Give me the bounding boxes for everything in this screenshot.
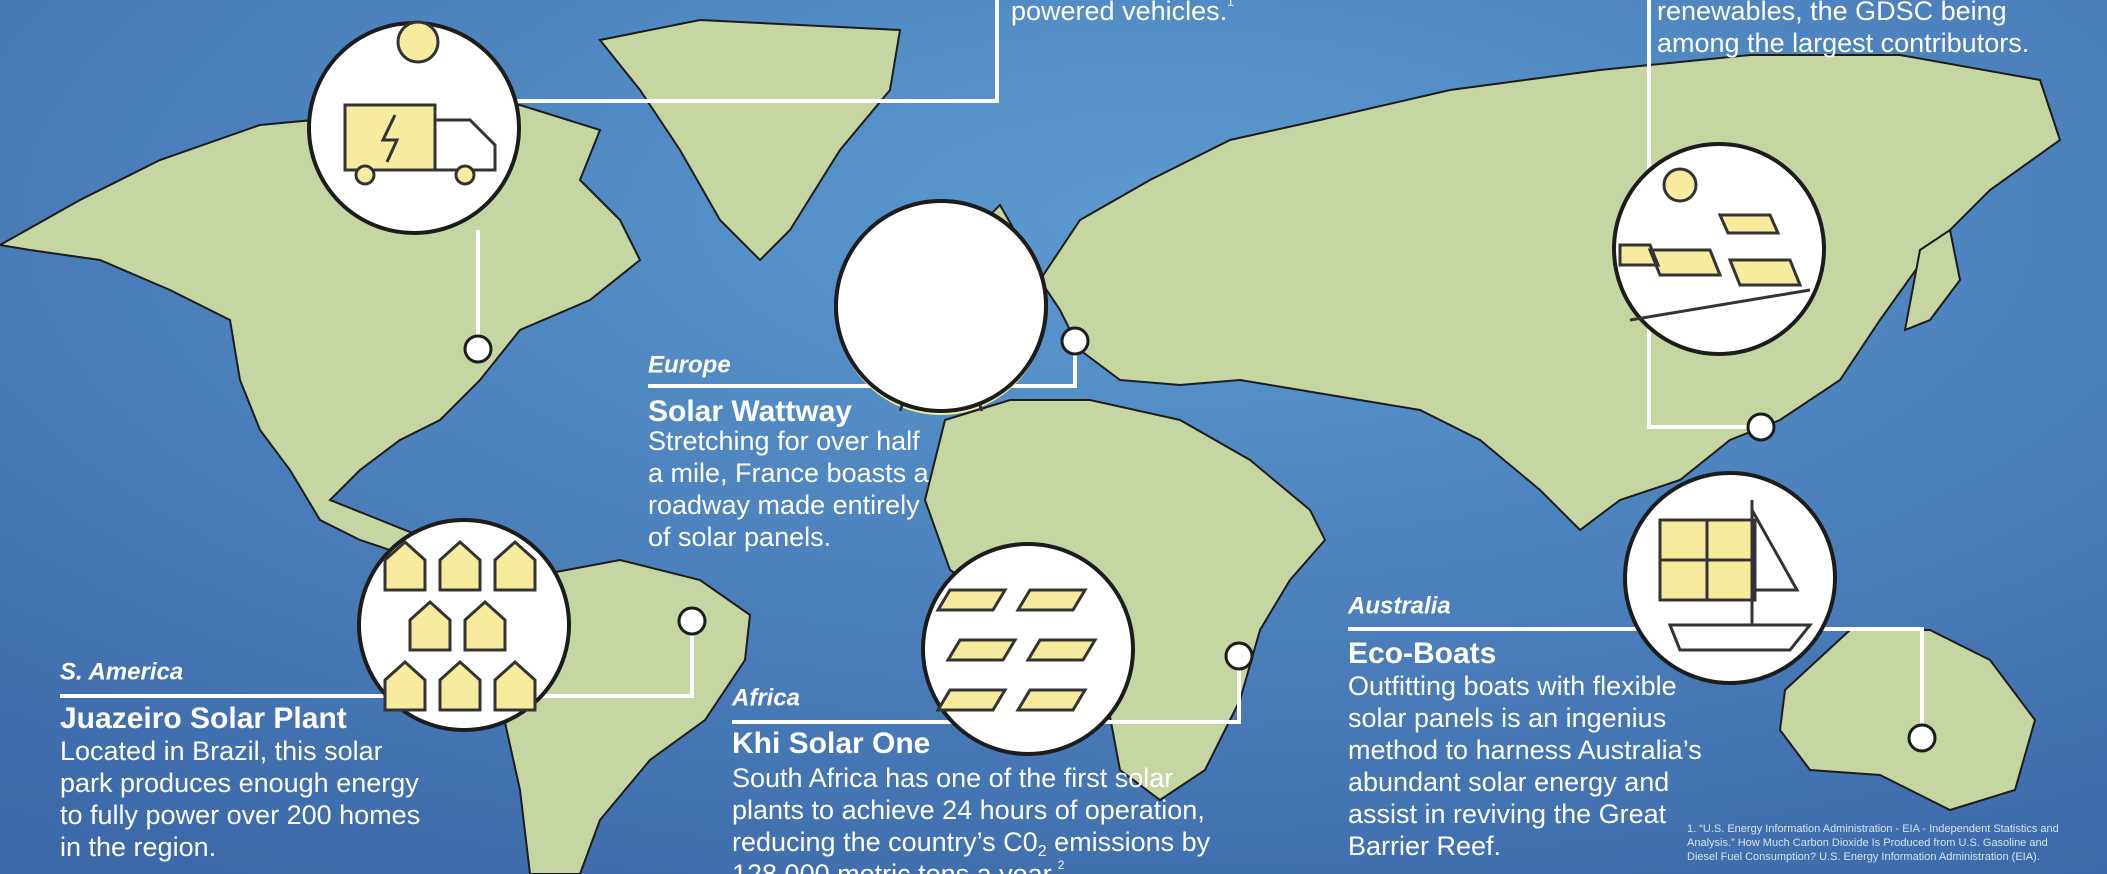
footnote: Analysis.” How Much Carbon Dioxide Is Pr… [1687,837,2048,849]
body-text: Barrier Reef. [1348,831,1501,861]
connector [1647,0,1761,429]
icon-road [834,199,1048,415]
north-america [0,103,642,572]
continents [0,18,2062,874]
body-text: Stretching for over half [648,426,920,456]
location-dot [1224,641,1254,671]
body-text: a mile, France boasts a [648,458,930,488]
body-text: method to harness Australia’s [1348,735,1702,765]
region-label: Africa [731,684,800,711]
body-text: plants to achieve 24 hours of operation, [732,795,1205,825]
body-text: assist in reviving the Great [1348,799,1667,829]
japan [1903,228,1962,332]
eurasia [1038,54,2062,532]
body-text: in the region. [60,832,216,862]
text: powered vehicles. [1011,0,1227,26]
body-text: of solar panels. [648,522,831,552]
text: emissions by [1047,827,1211,857]
footnote-mark: 2 [1058,858,1065,872]
body-text: Located in Brazil, this solar [60,736,383,766]
body-text: South Africa has one of the first solar [732,763,1173,793]
connector [1348,627,1924,738]
intro-text: renewables, the GDSC being [1657,0,2007,26]
connectors [60,0,1924,738]
location-dot [1060,326,1090,356]
body-text: Outfitting boats with flexible [1348,671,1677,701]
location-dot [1907,723,1937,753]
connector [648,341,1077,388]
body-text: reducing the country’s C02 emissions by [732,827,1211,860]
region-label: S. America [60,658,183,685]
location-dot [677,606,707,636]
body-text: to fully power over 200 homes [60,800,420,830]
footnote: 1. “U.S. Energy Information Administrati… [1687,823,2059,835]
body-text: park produces enough energy [60,768,419,798]
location-dot [1746,412,1776,442]
intro-text: among the largest contributors. [1657,28,2029,58]
greenland [598,18,902,262]
icon-boat [1623,471,1837,685]
callout-title: Solar Wattway [648,395,852,428]
footnote: Diesel Fuel Consumption? U.S. Energy Inf… [1687,851,2040,863]
subscript: 2 [1038,843,1047,860]
icon-panels [921,542,1135,756]
dots [463,326,1937,753]
text: 128,000 metric tons a year. [732,859,1058,874]
intro-text: powered vehicles.1 [1011,0,1234,26]
callout-title: Eco-Boats [1348,637,1496,670]
icon-solar-field [1612,142,1826,356]
callout-title: Juazeiro Solar Plant [60,702,347,735]
text: reducing the country’s C0 [732,827,1038,857]
icon-truck [307,20,521,235]
connector [60,621,694,698]
body-text: 128,000 metric tons a year.2 [732,858,1065,874]
connector [732,656,1241,724]
body-text: solar panels is an ingenius [1348,703,1666,733]
footnote-mark: 1 [1227,0,1234,9]
region-label: Australia [1347,592,1451,619]
connector [517,0,999,103]
location-dot [463,334,493,364]
body-text: abundant solar energy and [1348,767,1669,797]
region-label: Europe [648,351,731,378]
body-text: roadway made entirely [648,490,920,520]
texts: powered vehicles.1 renewables, the GDSC … [732,0,2029,874]
callout-title: Khi Solar One [732,727,930,760]
icon-houses [357,518,571,732]
